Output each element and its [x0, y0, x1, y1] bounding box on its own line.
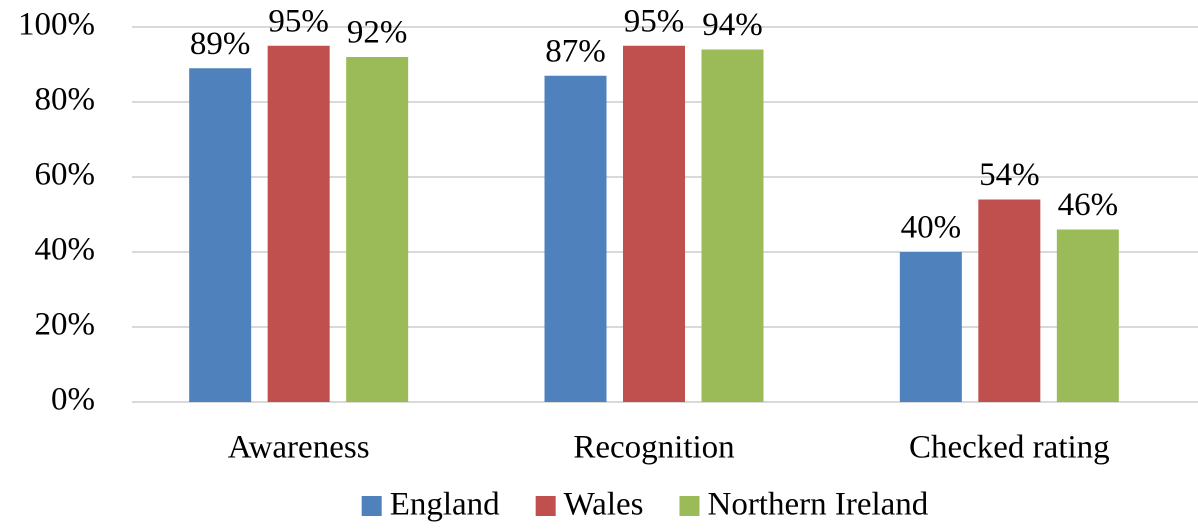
bar	[978, 199, 1041, 402]
value-label: 40%	[901, 210, 962, 246]
legend-label: Northern Ireland	[707, 487, 928, 523]
value-label: 87%	[545, 33, 606, 69]
bar	[701, 49, 764, 402]
value-label: 54%	[979, 157, 1040, 193]
bar	[899, 252, 962, 402]
bar	[544, 75, 607, 402]
x-tick-label: Recognition	[573, 430, 734, 466]
y-tick-label: 20%	[35, 307, 96, 343]
legend-swatch	[361, 496, 382, 516]
y-tick-label: 100%	[18, 7, 95, 43]
x-tick-label: Checked rating	[909, 430, 1110, 466]
value-label: 95%	[268, 3, 329, 39]
value-label: 92%	[347, 15, 408, 51]
y-tick-label: 0%	[51, 382, 95, 418]
value-label: 46%	[1058, 187, 1119, 223]
bar	[1056, 229, 1119, 402]
x-tick-label: Awareness	[228, 430, 370, 466]
legend-swatch	[535, 496, 556, 516]
legend-label: Wales	[564, 487, 644, 523]
bar	[623, 45, 685, 402]
value-label: 95%	[624, 3, 685, 39]
legend-label: England	[390, 487, 500, 523]
y-tick-label: 40%	[35, 232, 96, 268]
bar	[189, 68, 252, 402]
value-label: 89%	[190, 26, 251, 62]
y-tick-label: 80%	[35, 82, 96, 118]
bar	[346, 57, 409, 402]
legend-swatch	[679, 496, 700, 516]
y-tick-label: 60%	[35, 157, 96, 193]
bar	[267, 45, 330, 402]
value-label: 94%	[702, 7, 763, 43]
